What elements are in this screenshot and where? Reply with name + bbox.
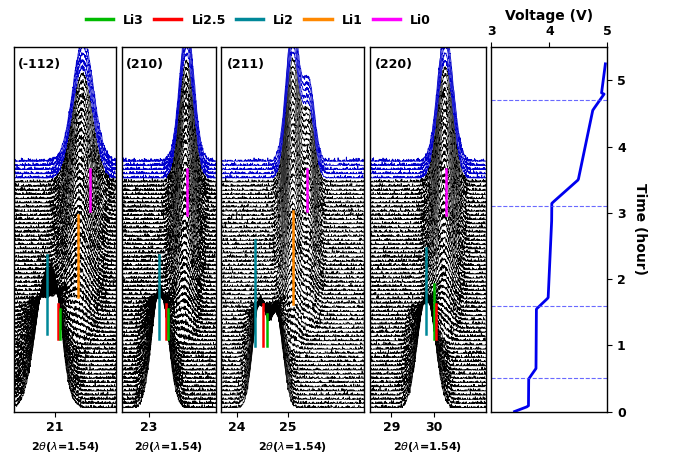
Text: (220): (220) bbox=[374, 58, 413, 71]
X-axis label: 2$\theta$($\lambda$=1.54): 2$\theta$($\lambda$=1.54) bbox=[135, 440, 204, 454]
Text: (210): (210) bbox=[126, 58, 164, 71]
Legend: Li3, Li2.5, Li2, Li1, Li0: Li3, Li2.5, Li2, Li1, Li0 bbox=[81, 9, 436, 32]
X-axis label: 2$\theta$($\lambda$=1.54): 2$\theta$($\lambda$=1.54) bbox=[258, 440, 327, 454]
X-axis label: Voltage (V): Voltage (V) bbox=[505, 9, 593, 23]
X-axis label: 2$\theta$($\lambda$=1.54): 2$\theta$($\lambda$=1.54) bbox=[393, 440, 462, 454]
Text: (211): (211) bbox=[227, 58, 265, 71]
Text: (-112): (-112) bbox=[18, 58, 61, 71]
Y-axis label: Time (hour): Time (hour) bbox=[632, 184, 646, 275]
X-axis label: 2$\theta$($\lambda$=1.54): 2$\theta$($\lambda$=1.54) bbox=[31, 440, 100, 454]
